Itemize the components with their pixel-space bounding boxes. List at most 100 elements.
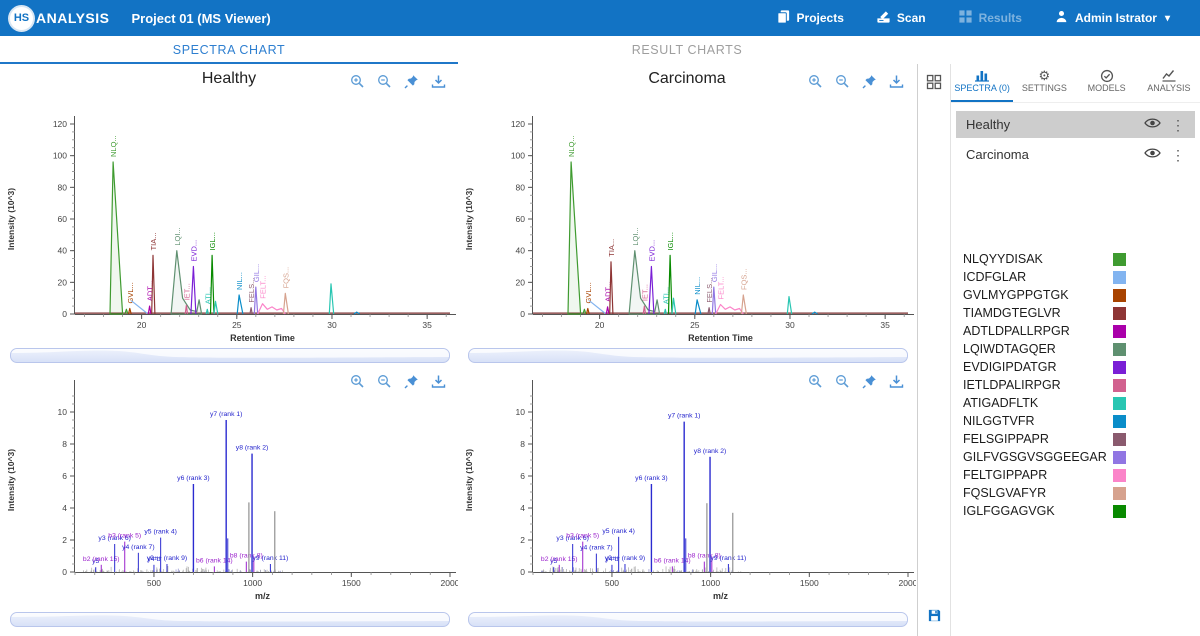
pin-icon[interactable] <box>862 74 877 89</box>
nav-projects-button[interactable]: Projects <box>760 9 860 27</box>
legend-item[interactable]: IGLFGGAGVGK <box>963 502 1200 520</box>
svg-text:100: 100 <box>511 151 525 161</box>
svg-text:y4 (rank 7): y4 (rank 7) <box>580 545 612 552</box>
tab-spectra-chart[interactable]: SPECTRA CHART <box>0 36 458 64</box>
carcinoma-ms2-range-slider[interactable] <box>468 612 908 627</box>
healthy-chromatogram-range-slider[interactable] <box>10 348 450 363</box>
tab-label: ANALYSIS <box>1147 83 1191 93</box>
tab-models[interactable]: MODELS <box>1076 64 1138 102</box>
sample-row-carcinoma[interactable]: Carcinoma ⋮ <box>956 141 1195 168</box>
healthy-chromatogram-panel: Healthy 20 25 30 35 0 20 40 60 80 100 120 Retention… <box>0 64 458 364</box>
svg-text:20: 20 <box>58 277 68 287</box>
zoom-in-icon[interactable] <box>350 374 365 389</box>
download-icon[interactable] <box>431 374 446 389</box>
charts-area: Healthy 20 25 30 35 0 20 40 60 80 100 120 Retention… <box>0 64 918 636</box>
tab-label: SPECTRA (0) <box>954 83 1010 93</box>
tab-analysis[interactable]: ANALYSIS <box>1138 64 1200 102</box>
svg-text:2000: 2000 <box>441 578 458 588</box>
color-swatch <box>1113 450 1126 464</box>
app-header: HS ANALYSIS Project 01 (MS Viewer) Proje… <box>0 0 1200 36</box>
svg-text:ADT...: ADT... <box>604 281 613 301</box>
pin-icon[interactable] <box>404 74 419 89</box>
zoom-out-icon[interactable] <box>835 74 850 89</box>
svg-text:1500: 1500 <box>342 578 361 588</box>
svg-text:80: 80 <box>58 182 68 192</box>
legend-item[interactable]: NILGGTVFR <box>963 412 1200 430</box>
legend-item[interactable]: TIAMDGTEGLVR <box>963 304 1200 322</box>
legend-item[interactable]: IETLDPALIRPGR <box>963 376 1200 394</box>
pin-icon[interactable] <box>404 374 419 389</box>
kebab-menu-icon[interactable]: ⋮ <box>1171 116 1185 133</box>
legend-item[interactable]: GVLMYGPPGTGK <box>963 286 1200 304</box>
legend-item[interactable]: NLQYYDISAK <box>963 250 1200 268</box>
peptide-name: ICDFGLAR <box>963 270 1027 284</box>
download-icon[interactable] <box>889 74 904 89</box>
eye-icon[interactable] <box>1144 147 1161 162</box>
legend-item[interactable]: FQSLGVAFYR <box>963 484 1200 502</box>
legend-item[interactable]: ADTLDPALLRPGR <box>963 322 1200 340</box>
nav-results-button[interactable]: Results <box>942 9 1038 27</box>
zoom-in-icon[interactable] <box>808 74 823 89</box>
svg-text:y3 (rank 6): y3 (rank 6) <box>556 535 588 542</box>
nav-scan-button[interactable]: Scan <box>860 9 942 27</box>
svg-text:GIL...: GIL... <box>252 264 261 282</box>
tab-spectra[interactable]: SPECTRA (0) <box>951 64 1014 102</box>
svg-text:120: 120 <box>511 119 525 129</box>
nav-user-menu[interactable]: Admin Istrator ▾ <box>1038 9 1186 27</box>
zoom-out-icon[interactable] <box>377 374 392 389</box>
svg-text:120: 120 <box>53 119 67 129</box>
tab-settings[interactable]: ⚙ SETTINGS <box>1013 64 1075 102</box>
results-icon <box>958 9 973 27</box>
legend-item[interactable]: ICDFGLAR <box>963 268 1200 286</box>
download-icon[interactable] <box>431 74 446 89</box>
legend-item[interactable]: EVDIGIPDATGR <box>963 358 1200 376</box>
nav-label: Admin Istrator <box>1074 11 1157 25</box>
carcinoma-chromatogram-chart[interactable]: 20 25 30 35 0 20 40 60 80 100 120 Retention Time Int… <box>458 96 916 346</box>
legend-item[interactable]: FELSGIPPAPR <box>963 430 1200 448</box>
save-icon[interactable] <box>927 608 942 628</box>
download-icon[interactable] <box>889 374 904 389</box>
svg-text:LQI...: LQI... <box>631 227 640 245</box>
peptide-name: FQSLGVAFYR <box>963 486 1047 500</box>
svg-text:60: 60 <box>58 214 68 224</box>
zoom-in-icon[interactable] <box>350 74 365 89</box>
grid-view-icon[interactable] <box>926 74 942 95</box>
chart-toolbar <box>350 374 446 389</box>
svg-text:2: 2 <box>62 535 67 545</box>
svg-text:b6 (rank 14): b6 (rank 14) <box>196 557 233 564</box>
svg-text:b3 (rank 5): b3 (rank 5) <box>566 533 599 540</box>
legend-item[interactable]: GILFVGSGVSGGEEGAR <box>963 448 1200 466</box>
zoom-out-icon[interactable] <box>835 374 850 389</box>
healthy-ms2-range-slider[interactable] <box>10 612 450 627</box>
zoom-in-icon[interactable] <box>808 374 823 389</box>
user-icon <box>1054 9 1069 27</box>
svg-text:IET...: IET... <box>640 284 649 301</box>
svg-text:60: 60 <box>516 214 526 224</box>
nav-label: Projects <box>796 11 844 25</box>
svg-text:NIL...: NIL... <box>693 277 702 295</box>
svg-text:b8 (rank 8): b8 (rank 8) <box>688 553 721 560</box>
tab-label: MODELS <box>1087 83 1126 93</box>
zoom-out-icon[interactable] <box>377 74 392 89</box>
legend-item[interactable]: ATIGADFLTK <box>963 394 1200 412</box>
tab-result-charts[interactable]: RESULT CHARTS <box>631 43 743 57</box>
svg-text:25: 25 <box>690 320 700 330</box>
sample-row-healthy[interactable]: Healthy ⋮ <box>956 111 1195 138</box>
healthy-chromatogram-chart[interactable]: 20 25 30 35 0 20 40 60 80 100 120 Retention Time Int… <box>0 96 458 346</box>
svg-text:EVD...: EVD... <box>647 240 656 262</box>
kebab-menu-icon[interactable]: ⋮ <box>1171 146 1185 163</box>
peptide-name: EVDIGIPDATGR <box>963 360 1057 374</box>
color-swatch <box>1113 288 1126 302</box>
svg-text:y6 (rank 3): y6 (rank 3) <box>177 475 209 482</box>
svg-text:TIA...: TIA... <box>607 239 616 257</box>
eye-icon[interactable] <box>1144 117 1161 132</box>
legend-item[interactable]: FELTGIPPAPR <box>963 466 1200 484</box>
svg-text:IGL...: IGL... <box>208 232 217 250</box>
carcinoma-chromatogram-range-slider[interactable] <box>468 348 908 363</box>
svg-text:20: 20 <box>516 277 526 287</box>
legend-item[interactable]: LQIWDTAGQER <box>963 340 1200 358</box>
svg-text:2000: 2000 <box>899 578 916 588</box>
carcinoma-ms2-chart[interactable]: 500 1000 1500 2000 0 2 4 6 8 10 m/z Intensity (10^3… <box>458 370 916 610</box>
healthy-ms2-chart[interactable]: 500 1000 1500 2000 0 2 4 6 8 10 m/z Intensity (10^3… <box>0 370 458 610</box>
pin-icon[interactable] <box>862 374 877 389</box>
